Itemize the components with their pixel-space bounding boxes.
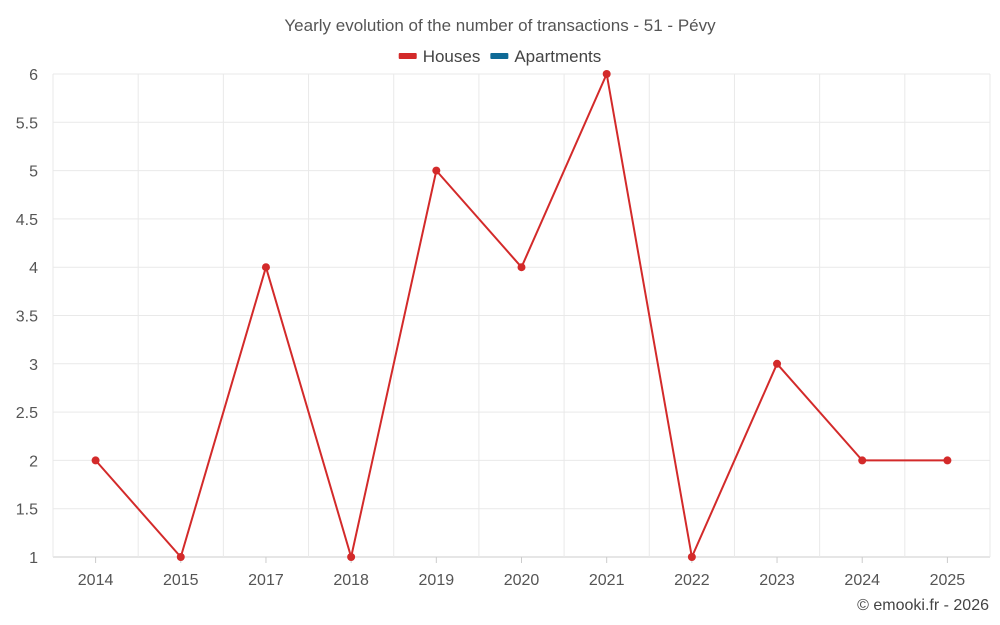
y-tick-label: 1.5 (16, 502, 38, 519)
legend: Houses Apartments (398, 47, 601, 66)
y-tick-label: 5.5 (16, 115, 38, 132)
x-tick-label: 2020 (504, 572, 540, 589)
y-tick-label: 1 (29, 550, 38, 567)
credit-text: © emooki.fr - 2026 (857, 597, 989, 614)
legend-item-houses[interactable]: Houses (398, 47, 481, 66)
x-tick-label: 2019 (419, 572, 455, 589)
y-tick-label: 3 (29, 357, 38, 374)
x-tick-label: 2018 (333, 572, 369, 589)
y-tick-label: 2 (29, 453, 38, 470)
data-point[interactable] (773, 359, 782, 368)
x-tick-label: 2017 (248, 572, 284, 589)
legend-item-apartments[interactable]: Apartments (490, 47, 601, 66)
chart-title: Yearly evolution of the number of transa… (284, 16, 716, 35)
y-axis: 1 1.5 2 2.5 3 3.5 4 4.5 5 5.5 6 (16, 67, 38, 567)
legend-swatch (490, 53, 509, 59)
gridlines (52, 73, 991, 558)
data-point[interactable] (261, 263, 270, 272)
y-tick-label: 4.5 (16, 212, 38, 229)
y-tick-label: 5 (29, 164, 38, 181)
x-axis: 2014 2015 2017 2018 2019 2020 2021 2022 2023 2024… (78, 557, 966, 589)
data-point[interactable] (176, 553, 185, 561)
x-tick-label: 2014 (78, 572, 114, 589)
data-point[interactable] (943, 456, 952, 465)
x-tick-label: 2022 (674, 572, 710, 589)
x-tick-label: 2015 (163, 572, 199, 589)
data-point[interactable] (602, 70, 611, 78)
x-tick-label: 2021 (589, 572, 625, 589)
y-tick-label: 6 (29, 67, 38, 84)
y-tick-label: 3.5 (16, 309, 38, 326)
data-point[interactable] (347, 553, 356, 561)
data-point[interactable] (432, 166, 441, 175)
data-point[interactable] (858, 456, 867, 465)
x-tick-label: 2024 (844, 572, 880, 589)
legend-swatch (398, 53, 417, 59)
series-layer (91, 70, 952, 561)
x-tick-label: 2023 (759, 572, 795, 589)
data-point[interactable] (687, 553, 696, 561)
y-tick-label: 4 (29, 260, 38, 277)
y-tick-label: 2.5 (16, 405, 38, 422)
data-point[interactable] (91, 456, 100, 465)
data-point[interactable] (517, 263, 526, 272)
legend-label: Apartments (514, 47, 601, 66)
legend-label: Houses (423, 47, 481, 66)
x-tick-label: 2025 (930, 572, 966, 589)
